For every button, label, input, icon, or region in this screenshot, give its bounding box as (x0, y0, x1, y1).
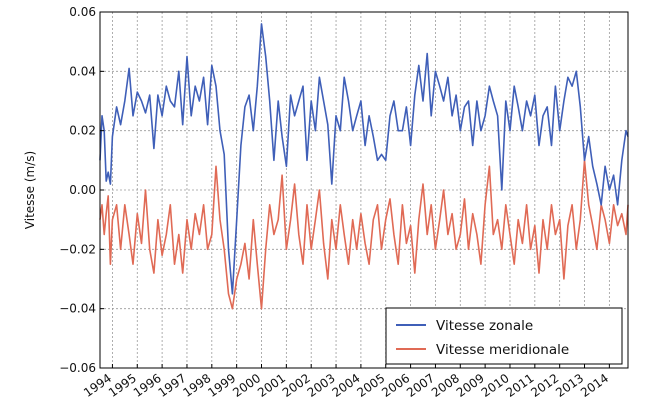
legend-box (385, 307, 623, 365)
legend-label: Vitesse zonale (436, 318, 533, 334)
y-tick-label: −0.02 (59, 242, 96, 256)
y-tick-label: 0.04 (69, 64, 96, 78)
y-tick-label: −0.06 (59, 361, 96, 375)
series-line-meridionale (99, 159, 629, 310)
y-tick-label: 0.00 (69, 183, 96, 197)
y-tick-label: 0.02 (69, 124, 96, 138)
legend: Vitesse zonale Vitesse meridionale (385, 307, 623, 365)
y-tick-label: 0.06 (69, 5, 96, 19)
legend-label: Vitesse meridionale (436, 342, 569, 358)
y-axis-label: Vitesse (m/s) (23, 151, 37, 229)
y-tick-label: −0.04 (59, 302, 96, 316)
series-layer (99, 23, 629, 310)
series-line-zonale (99, 23, 629, 295)
